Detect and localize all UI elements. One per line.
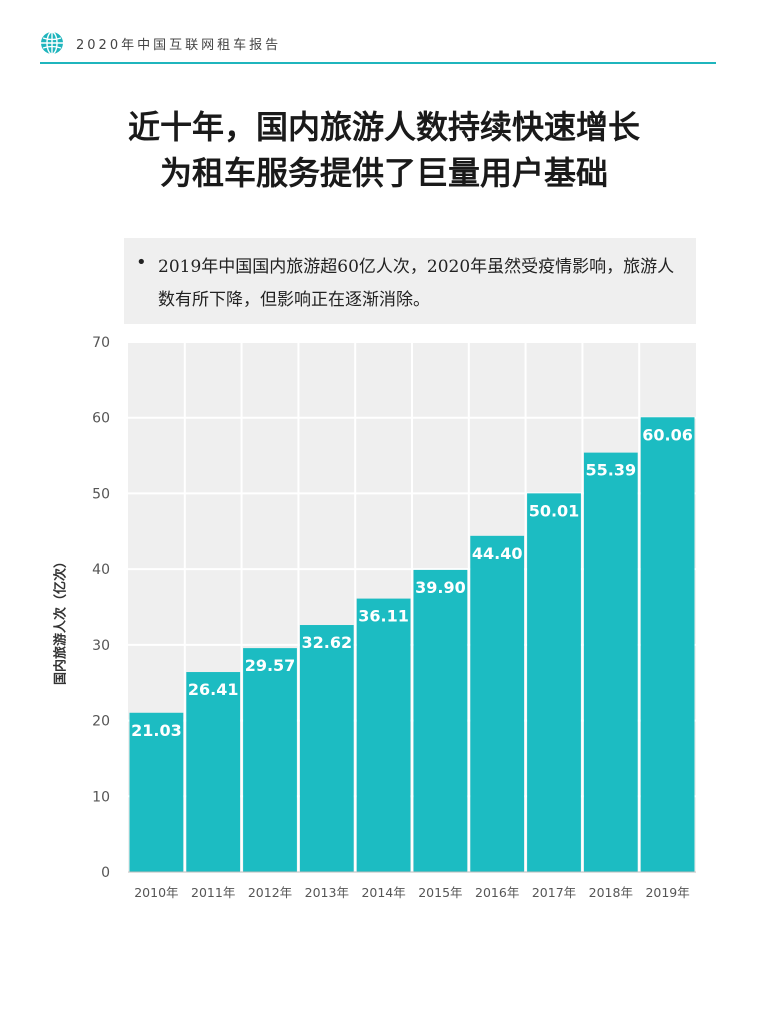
x-tick-label: 2013年 xyxy=(305,885,349,900)
x-tick-label: 2010年 xyxy=(134,885,178,900)
bar xyxy=(129,712,184,872)
x-tick-label: 2012年 xyxy=(248,885,292,900)
report-title: 2020年中国互联网租车报告 xyxy=(76,38,282,53)
note-text: 2019年中国国内旅游超60亿人次，2020年虽然受疫情影响，旅游人数有所下降，… xyxy=(158,257,675,310)
globe-icon xyxy=(41,31,63,55)
x-tick-label: 2011年 xyxy=(191,885,235,900)
bar-value-label: 39.90 xyxy=(415,578,466,597)
x-tick-label: 2017年 xyxy=(532,885,576,900)
bar-value-label: 36.11 xyxy=(358,607,409,626)
page-headline: 近十年，国内旅游人数持续快速增长 为租车服务提供了巨量用户基础 xyxy=(0,104,768,196)
bar xyxy=(243,648,297,872)
bar xyxy=(299,625,354,872)
bar-value-label: 50.01 xyxy=(529,501,580,520)
report-header: 2020年中国互联网租车报告 xyxy=(40,28,716,64)
y-tick-label: 30 xyxy=(92,638,110,654)
x-tick-label: 2019年 xyxy=(645,885,689,900)
headline-line-2: 为租车服务提供了巨量用户基础 xyxy=(159,154,608,192)
x-tick-label: 2015年 xyxy=(418,885,462,900)
x-tick-label: 2016年 xyxy=(475,885,519,900)
bar-value-label: 44.40 xyxy=(472,544,523,563)
bar xyxy=(356,598,411,872)
bar xyxy=(413,569,468,872)
bar xyxy=(527,493,581,872)
bar xyxy=(640,417,695,872)
y-tick-label: 40 xyxy=(92,562,110,578)
bar-value-label: 26.41 xyxy=(188,680,239,699)
bar xyxy=(186,672,241,872)
bar-value-label: 55.39 xyxy=(585,461,636,480)
y-tick-label: 10 xyxy=(92,789,110,805)
headline-line-1: 近十年，国内旅游人数持续快速增长 xyxy=(127,108,640,146)
y-tick-label: 50 xyxy=(92,486,110,502)
header-rule xyxy=(40,62,716,64)
bar-value-label: 21.03 xyxy=(131,721,182,740)
x-tick-label: 2014年 xyxy=(361,885,405,900)
x-tick-label: 2018年 xyxy=(589,885,633,900)
bar xyxy=(583,452,638,872)
bar-value-label: 32.62 xyxy=(301,633,352,652)
y-tick-label: 20 xyxy=(92,714,110,730)
bar xyxy=(470,535,525,872)
y-tick-label: 0 xyxy=(101,865,110,881)
bar-value-label: 60.06 xyxy=(642,425,693,444)
note-bullet: • xyxy=(136,252,147,273)
y-tick-label: 70 xyxy=(92,335,110,351)
note-box: • 2019年中国国内旅游超60亿人次，2020年虽然受疫情影响，旅游人数有所下… xyxy=(124,238,696,324)
y-tick-label: 60 xyxy=(92,411,110,427)
bar-value-label: 29.57 xyxy=(245,656,296,675)
